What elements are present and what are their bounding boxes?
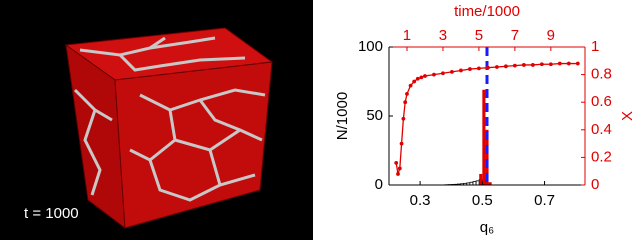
y2-tick-label: 0.8 (591, 66, 612, 83)
x2-tick-label: 1 (403, 27, 411, 44)
y2-tick-label: 0.2 (591, 148, 612, 165)
conversion-point (494, 65, 499, 69)
conversion-point (539, 62, 544, 67)
x2-axis-label: time/1000 (454, 3, 520, 20)
boundary (148, 159, 256, 202)
conversion-point (566, 61, 571, 66)
y2-tick-label: 0.6 (591, 93, 612, 110)
x2-tick-label: 7 (511, 27, 519, 44)
conversion-point (548, 62, 553, 67)
time-label: t = 1000 (24, 205, 79, 222)
conversion-point (412, 79, 417, 84)
boundary (73, 88, 102, 196)
conversion-point (396, 172, 400, 176)
x-axis-label: q₆ (480, 219, 494, 236)
boundary (94, 108, 113, 122)
x2-tick-label: 3 (439, 27, 447, 44)
grain-boundaries (73, 36, 266, 202)
conversion-point (401, 116, 406, 121)
conversion-point (477, 66, 481, 71)
conversion-point (415, 76, 420, 81)
conversion-point (485, 65, 490, 70)
conversion-point (405, 92, 409, 96)
conversion-point (408, 83, 413, 88)
x-tick-label: 0.5 (472, 192, 493, 209)
conversion-point (468, 67, 472, 71)
y-tick-label: 0 (375, 176, 383, 193)
y2-tick-label: 0 (591, 176, 599, 193)
y-tick-label: 50 (366, 107, 383, 124)
y2-tick-label: 1 (591, 38, 599, 55)
conversion-point (575, 61, 580, 66)
conversion-point (450, 69, 454, 74)
histogram-bar (472, 181, 477, 186)
conversion-point (459, 68, 463, 73)
y2-tick-label: 0.4 (591, 121, 612, 138)
boundary (174, 128, 263, 152)
histogram-bar (479, 173, 483, 185)
x2-tick-label: 5 (475, 27, 483, 44)
conversion-point (397, 166, 402, 171)
conversion-point (419, 75, 424, 80)
y2-axis-label: X (619, 111, 636, 121)
cube (64, 27, 274, 230)
conversion-point (441, 71, 445, 76)
conversion-point (399, 141, 404, 146)
boundary (198, 99, 241, 132)
conversion-point (512, 63, 517, 68)
conversion-point (403, 100, 408, 105)
conversion-point (503, 64, 508, 69)
x-tick-label: 0.7 (534, 192, 555, 209)
y-tick-label: 100 (358, 38, 383, 55)
boundary (149, 36, 166, 50)
conversion-point (432, 72, 436, 77)
x2-tick-label: 9 (547, 27, 555, 44)
histogram-bar (475, 180, 480, 186)
conversion-point (521, 63, 526, 67)
conversion-point (530, 63, 535, 67)
histogram-bar (485, 129, 489, 185)
histogram-bar (488, 182, 492, 185)
histogram-bar (482, 89, 486, 185)
boundary (208, 149, 222, 186)
boundary (118, 53, 246, 72)
conversion-point (394, 161, 399, 165)
conversion-point (423, 74, 427, 78)
boundary (129, 109, 177, 162)
conversion-point (557, 61, 562, 66)
x-tick-label: 0.3 (410, 192, 431, 209)
y-axis-label: N/1000 (334, 92, 351, 140)
